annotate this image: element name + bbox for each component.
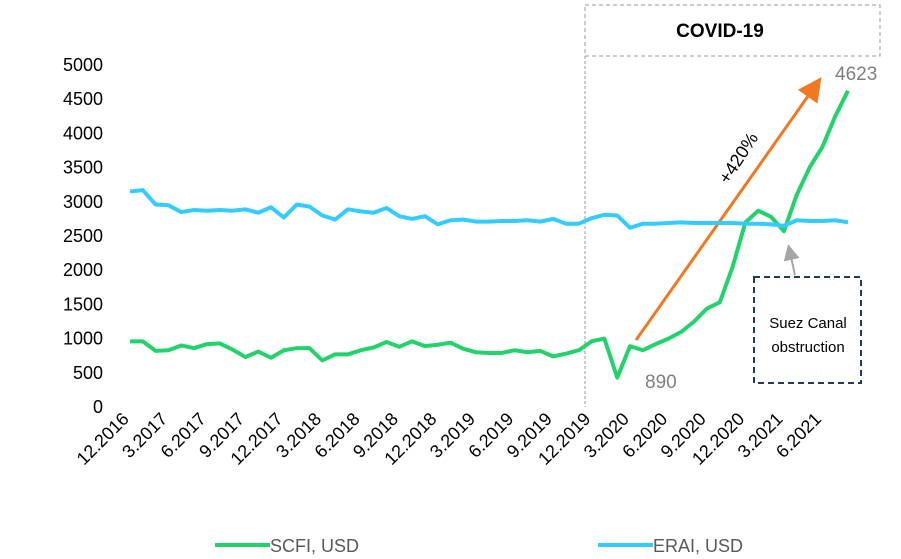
growth-label: +420% xyxy=(715,129,763,187)
covid-box xyxy=(584,4,881,57)
y-tick-label: 2500 xyxy=(63,226,103,246)
y-tick-label: 2000 xyxy=(63,260,103,280)
suez-label: obstruction xyxy=(771,339,844,356)
y-tick-label: 4000 xyxy=(63,123,103,143)
series-line xyxy=(130,89,850,380)
x-tick-label: 12.2016 xyxy=(73,409,133,469)
y-tick-label: 1000 xyxy=(63,329,103,349)
y-tick-label: 4500 xyxy=(63,89,103,109)
suez-box xyxy=(753,276,862,384)
y-tick-label: 3000 xyxy=(63,192,103,212)
y-tick-label: 3500 xyxy=(63,158,103,178)
data-label: 890 xyxy=(645,372,677,393)
growth-arrow xyxy=(634,77,822,341)
data-label: 4623 xyxy=(835,64,877,85)
y-tick-label: 5000 xyxy=(63,55,103,75)
y-tick-label: 1500 xyxy=(63,294,103,314)
y-tick-label: 500 xyxy=(73,363,103,383)
suez-arrow xyxy=(783,244,800,276)
legend-label: ERAI, USD xyxy=(653,536,743,556)
suez-label: Suez Canal xyxy=(769,315,847,332)
covid-label: COVID-19 xyxy=(676,21,764,42)
series-line xyxy=(129,188,849,230)
y-tick-label: 0 xyxy=(93,397,103,417)
legend-label: SCFI, USD xyxy=(270,536,359,556)
